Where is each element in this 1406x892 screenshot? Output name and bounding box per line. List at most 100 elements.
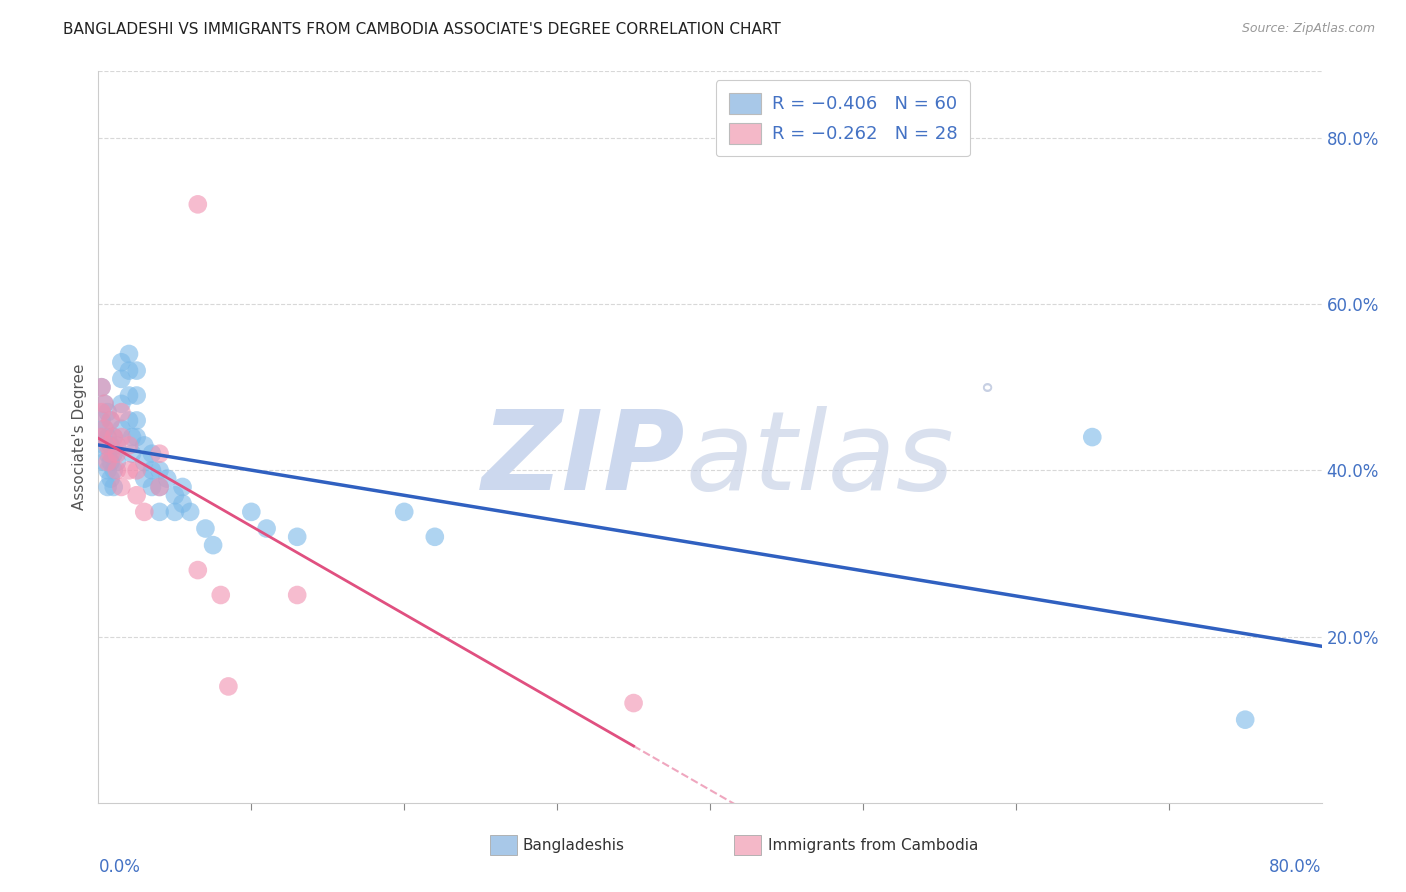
Text: Source: ZipAtlas.com: Source: ZipAtlas.com [1241, 22, 1375, 36]
Point [392, 505, 416, 519]
Point [103, 463, 125, 477]
Point [134, 472, 156, 486]
Point [141, 447, 163, 461]
Point [217, 680, 239, 694]
Point [100, 438, 122, 452]
Point [187, 197, 209, 211]
Point [103, 447, 125, 461]
Point [103, 430, 125, 444]
Point [118, 413, 141, 427]
FancyBboxPatch shape [489, 835, 517, 855]
Point [105, 463, 128, 477]
Point [90, 430, 112, 444]
Point [93, 422, 115, 436]
Point [93, 397, 115, 411]
Text: Bangladeshis: Bangladeshis [523, 838, 624, 853]
Point [149, 505, 172, 519]
Point [93, 455, 115, 469]
Point [97, 438, 120, 452]
Point [423, 530, 446, 544]
Point [97, 447, 120, 461]
Point [149, 447, 172, 461]
Point [149, 480, 172, 494]
Text: Immigrants from Cambodia: Immigrants from Cambodia [768, 838, 979, 853]
Point [103, 480, 125, 494]
Point [97, 463, 120, 477]
Point [240, 505, 263, 519]
Point [187, 563, 209, 577]
Text: atlas: atlas [686, 406, 955, 513]
Point [623, 696, 645, 710]
Point [256, 521, 278, 535]
Point [125, 413, 148, 427]
Point [110, 397, 132, 411]
Point [90, 380, 112, 394]
FancyBboxPatch shape [734, 835, 762, 855]
Point [105, 455, 128, 469]
Point [103, 430, 125, 444]
Point [149, 480, 172, 494]
Point [156, 472, 179, 486]
Text: ZIP: ZIP [482, 406, 686, 513]
Point [209, 588, 232, 602]
Point [118, 463, 141, 477]
Point [179, 505, 201, 519]
Point [118, 388, 141, 402]
Point [149, 463, 172, 477]
Text: 80.0%: 80.0% [1270, 858, 1322, 876]
Point [97, 480, 120, 494]
Point [163, 505, 186, 519]
Text: °: ° [979, 383, 994, 411]
Point [1234, 713, 1257, 727]
Point [110, 405, 132, 419]
Point [1081, 430, 1104, 444]
Point [125, 388, 148, 402]
Point [134, 505, 156, 519]
Point [93, 397, 115, 411]
Point [100, 447, 122, 461]
Point [121, 430, 143, 444]
Point [110, 430, 132, 444]
Point [93, 438, 115, 452]
Point [118, 363, 141, 377]
Point [97, 430, 120, 444]
Point [110, 480, 132, 494]
Point [163, 488, 186, 502]
Point [100, 472, 122, 486]
Point [97, 405, 120, 419]
Point [285, 588, 308, 602]
Text: BANGLADESHI VS IMMIGRANTS FROM CAMBODIA ASSOCIATE'S DEGREE CORRELATION CHART: BANGLADESHI VS IMMIGRANTS FROM CAMBODIA … [63, 22, 780, 37]
Point [118, 438, 141, 452]
Point [125, 463, 148, 477]
Point [90, 380, 112, 394]
Point [125, 430, 148, 444]
Point [172, 480, 194, 494]
Legend: R = −0.406   N = 60, R = −0.262   N = 28: R = −0.406 N = 60, R = −0.262 N = 28 [716, 80, 970, 156]
Point [118, 347, 141, 361]
Point [110, 372, 132, 386]
Point [141, 480, 163, 494]
Point [100, 413, 122, 427]
Point [100, 455, 122, 469]
Point [90, 413, 112, 427]
Point [141, 463, 163, 477]
Point [93, 422, 115, 436]
Point [105, 447, 128, 461]
Point [134, 438, 156, 452]
Point [134, 455, 156, 469]
Point [125, 363, 148, 377]
Point [97, 455, 120, 469]
Point [90, 405, 112, 419]
Point [90, 430, 112, 444]
Point [194, 521, 217, 535]
Point [105, 438, 128, 452]
Point [100, 413, 122, 427]
Point [202, 538, 225, 552]
Point [110, 422, 132, 436]
Point [121, 447, 143, 461]
Point [172, 497, 194, 511]
Point [125, 488, 148, 502]
Text: 0.0%: 0.0% [98, 858, 141, 876]
Point [285, 530, 308, 544]
Point [110, 355, 132, 369]
